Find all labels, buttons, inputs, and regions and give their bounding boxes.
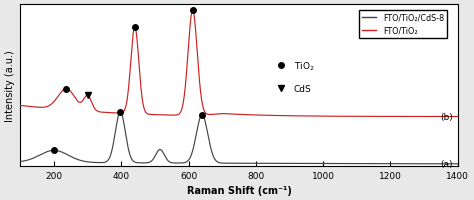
Text: TiO$_2$: TiO$_2$	[294, 60, 314, 72]
Text: CdS: CdS	[294, 84, 311, 93]
X-axis label: Raman Shift (cm⁻¹): Raman Shift (cm⁻¹)	[187, 185, 292, 195]
Text: (a): (a)	[440, 160, 453, 168]
Legend: FTO/TiO₂/CdS-8, FTO/TiO₂: FTO/TiO₂/CdS-8, FTO/TiO₂	[359, 10, 447, 39]
Text: (b): (b)	[440, 112, 453, 121]
Y-axis label: Intensity (a.u.): Intensity (a.u.)	[5, 50, 15, 121]
